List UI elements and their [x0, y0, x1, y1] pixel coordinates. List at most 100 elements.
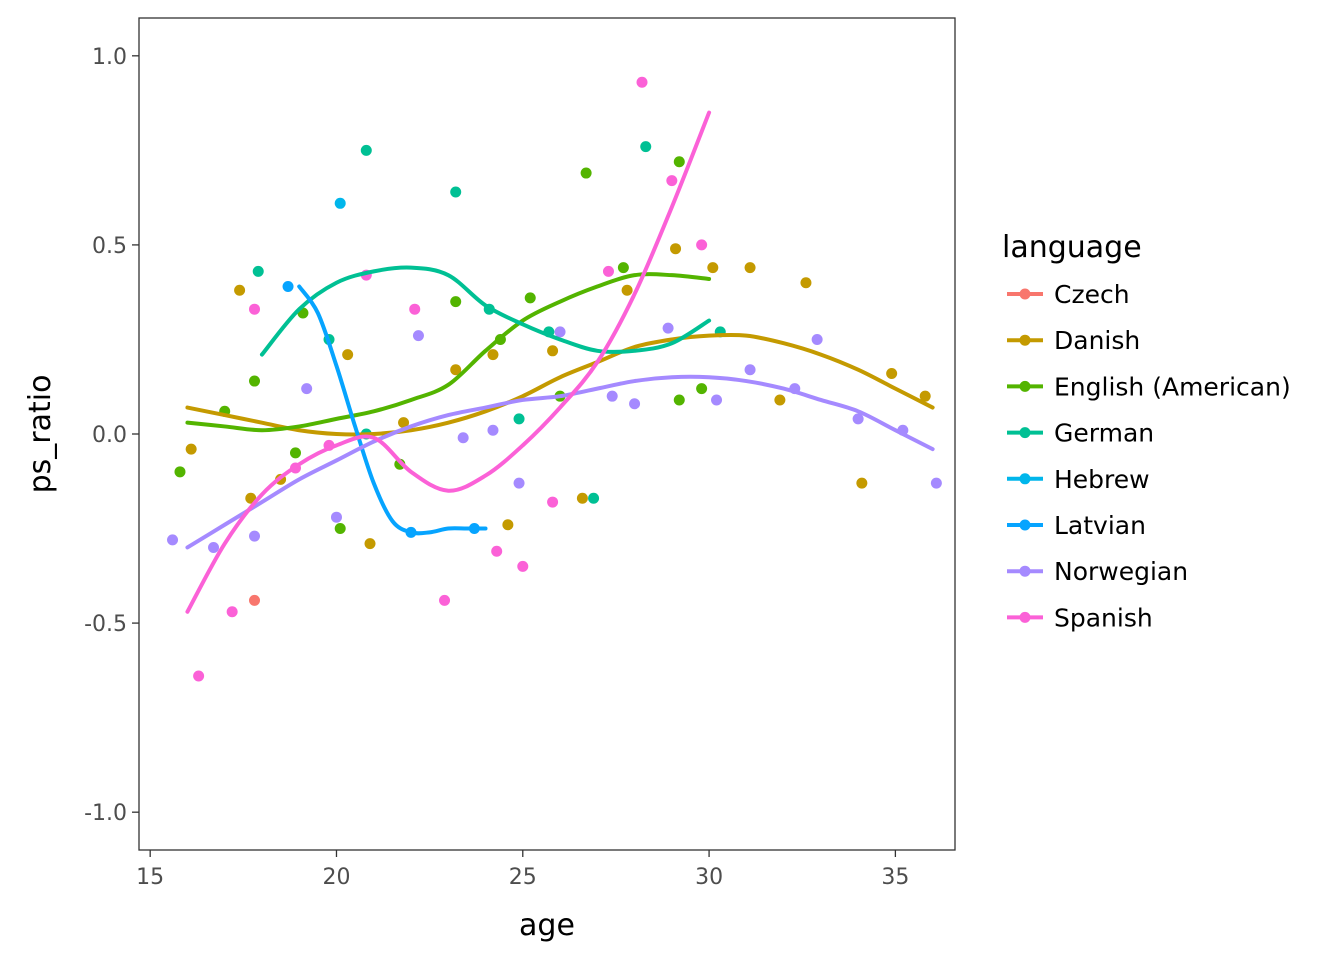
chart-marks: [167, 76, 942, 682]
point-spanish: [602, 265, 614, 277]
legend-label-hebrew: Hebrew: [1054, 465, 1150, 494]
point-danish: [398, 417, 410, 429]
point-danish: [547, 345, 559, 357]
smooth-line-spanish: [185, 110, 712, 614]
point-english-american: [174, 466, 186, 478]
point-english-american: [580, 167, 592, 179]
plot-panel: [138, 17, 956, 851]
point-danish: [886, 367, 898, 379]
y-tick-label: 0.0: [92, 423, 127, 448]
point-norwegian: [744, 364, 756, 376]
point-norwegian: [711, 394, 723, 406]
legend: language Czech Danish English (American) Ge…: [1002, 230, 1291, 632]
legend-label-danish: Danish: [1054, 326, 1140, 355]
smooth-line-norwegian: [185, 374, 935, 550]
point-norwegian: [629, 398, 641, 410]
x-tick-label: 30: [695, 865, 723, 890]
point-danish: [670, 243, 682, 255]
point-norwegian: [457, 432, 469, 444]
y-tick-label: 1.0: [92, 45, 127, 70]
legend-title: language: [1002, 230, 1142, 265]
point-norwegian: [167, 534, 179, 546]
point-danish: [185, 443, 197, 455]
x-tick-label: 15: [136, 865, 164, 890]
legend-label-czech: Czech: [1054, 280, 1130, 309]
point-norwegian: [330, 511, 342, 523]
point-danish: [342, 349, 354, 361]
smooth-line-english-american: [185, 272, 712, 433]
point-english-american: [617, 262, 629, 274]
x-tick-label: 20: [322, 865, 350, 890]
point-norwegian: [412, 330, 424, 342]
point-danish: [707, 262, 719, 274]
point-spanish: [696, 239, 708, 251]
legend-key-point-danish: [1019, 334, 1031, 346]
point-spanish: [409, 303, 421, 315]
point-english-american: [334, 523, 346, 535]
y-tick-label: -0.5: [84, 612, 127, 637]
point-danish: [800, 277, 812, 289]
point-danish: [856, 477, 868, 489]
point-norwegian: [301, 383, 313, 395]
point-spanish: [193, 670, 205, 682]
point-spanish: [547, 496, 559, 508]
point-english-american: [289, 447, 301, 459]
point-czech: [249, 594, 261, 606]
legend-key-point-english-american: [1019, 380, 1031, 392]
x-axis-title: age: [519, 908, 575, 943]
legend-label-spanish: Spanish: [1054, 603, 1153, 632]
point-danish: [774, 394, 786, 406]
point-danish: [364, 538, 376, 550]
y-axis: -1.0 -0.5 0.0 0.5 1.0: [84, 45, 139, 826]
legend-label-english-american: English (American): [1054, 372, 1291, 401]
point-german: [252, 265, 264, 277]
point-norwegian: [852, 413, 864, 425]
smooth-line-german: [259, 265, 712, 357]
point-danish: [502, 519, 514, 531]
point-danish: [744, 262, 756, 274]
point-spanish: [517, 560, 529, 572]
point-danish: [621, 284, 633, 296]
point-spanish: [439, 594, 451, 606]
point-latvian: [282, 281, 294, 293]
point-german: [640, 141, 652, 153]
point-norwegian: [811, 333, 823, 345]
point-english-american: [673, 394, 685, 406]
legend-key-point-spanish: [1019, 611, 1031, 623]
point-danish: [487, 349, 499, 361]
point-spanish: [226, 606, 238, 618]
point-german: [450, 186, 462, 198]
legend-key-point-latvian: [1019, 519, 1031, 531]
point-spanish: [249, 303, 261, 315]
legend-key-point-hebrew: [1019, 473, 1031, 485]
point-english-american: [524, 292, 536, 304]
smooth-line-latvian: [297, 284, 488, 536]
point-danish: [450, 364, 462, 376]
point-german: [513, 413, 525, 425]
y-axis-title: ps_ratio: [23, 375, 58, 494]
point-danish: [919, 390, 931, 402]
y-tick-label: -1.0: [84, 801, 127, 826]
point-norwegian: [554, 326, 566, 338]
legend-key-point-norwegian: [1019, 565, 1031, 577]
legend-label-norwegian: Norwegian: [1054, 557, 1188, 586]
point-english-american: [249, 375, 261, 387]
x-tick-label: 35: [881, 865, 909, 890]
point-norwegian: [249, 530, 261, 542]
legend-key-point-czech: [1019, 288, 1031, 300]
point-english-american: [450, 296, 462, 308]
legend-label-german: German: [1054, 419, 1154, 448]
point-norwegian: [662, 322, 674, 334]
point-english-american: [696, 383, 708, 395]
point-norwegian: [606, 390, 618, 402]
point-norwegian: [930, 477, 942, 489]
point-german: [588, 492, 600, 504]
point-norwegian: [487, 424, 499, 436]
point-danish: [576, 492, 588, 504]
point-german: [360, 144, 372, 156]
point-norwegian: [513, 477, 525, 489]
point-hebrew: [334, 197, 346, 209]
point-english-american: [673, 156, 685, 168]
y-tick-label: 0.5: [92, 234, 127, 259]
